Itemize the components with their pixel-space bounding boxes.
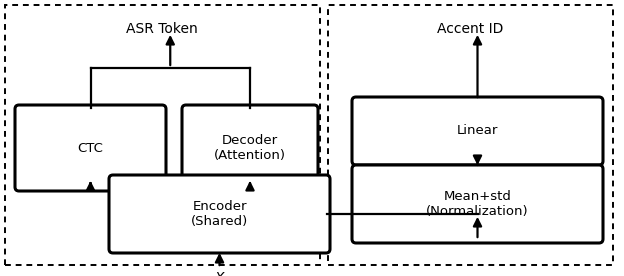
FancyBboxPatch shape bbox=[182, 105, 318, 191]
Bar bbox=[328, 5, 613, 265]
Text: Decoder
(Attention): Decoder (Attention) bbox=[214, 134, 286, 163]
FancyBboxPatch shape bbox=[352, 165, 603, 243]
Bar bbox=[5, 5, 320, 265]
Text: CTC: CTC bbox=[77, 142, 104, 155]
Text: Accent ID: Accent ID bbox=[437, 22, 503, 36]
Text: Mean+std
(Normalization): Mean+std (Normalization) bbox=[426, 190, 529, 219]
Text: Encoder
(Shared): Encoder (Shared) bbox=[191, 200, 248, 229]
Text: Linear: Linear bbox=[457, 124, 498, 137]
FancyBboxPatch shape bbox=[15, 105, 166, 191]
Text: ASR Token: ASR Token bbox=[126, 22, 198, 36]
Text: X: X bbox=[215, 271, 224, 276]
FancyBboxPatch shape bbox=[352, 97, 603, 165]
FancyBboxPatch shape bbox=[109, 175, 330, 253]
